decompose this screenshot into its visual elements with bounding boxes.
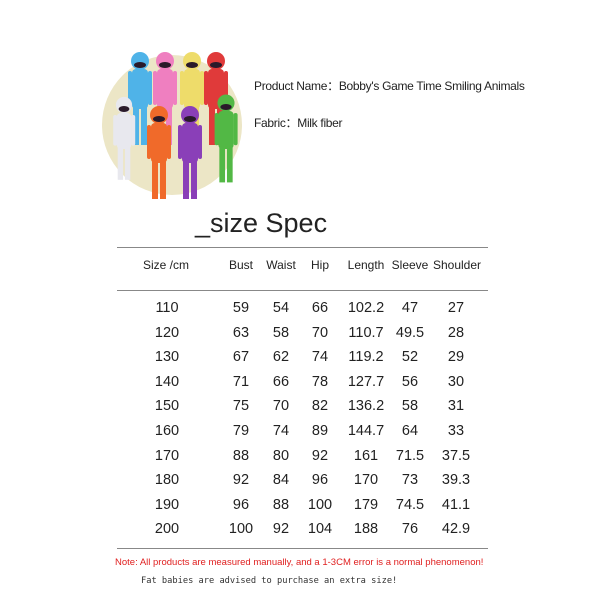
table-cell: 41.1 (441, 496, 471, 513)
table-cell: 200 (154, 521, 180, 538)
table-cell: 56 (401, 373, 419, 390)
table-cell: 54 (272, 300, 290, 316)
table-cell: 119.2 (348, 349, 384, 366)
table-cell: 82 (311, 398, 329, 415)
table-cell: 62 (272, 349, 290, 366)
costume-figure (178, 106, 202, 199)
table-cell: 70 (311, 324, 329, 341)
table-cell: 59 (232, 300, 250, 316)
table-cell: 64 (401, 423, 419, 439)
table-cell: 160 (154, 423, 180, 439)
fabric: Fabric：Milk fiber (254, 114, 343, 131)
table-cell: 150 (154, 398, 180, 415)
table-cell: 140 (154, 373, 180, 390)
column-header: Waist (266, 258, 296, 272)
table-cell: 120 (154, 324, 180, 341)
table-cell: 33 (447, 423, 465, 439)
table-cell: 39.3 (441, 472, 471, 489)
table-cell: 179 (353, 496, 379, 513)
costume-figure (128, 52, 152, 145)
column-header: Length (347, 258, 385, 272)
table-cell: 170 (154, 447, 180, 464)
table-cell: 27 (447, 300, 465, 316)
column-header: Hip (310, 258, 330, 272)
table-cell: 130 (154, 349, 180, 366)
table-cell: 73 (401, 472, 419, 489)
table-cell: 92 (232, 472, 250, 489)
table-cell: 190 (154, 496, 180, 513)
table-cell: 70 (272, 398, 290, 415)
column-header: Size /cm (142, 258, 190, 272)
table-cell: 71 (232, 373, 250, 390)
table-cell: 63 (232, 324, 250, 341)
table-cell: 74.5 (395, 496, 425, 513)
table-cell: 92 (272, 521, 290, 538)
costume-figure (147, 106, 171, 199)
table-cell: 30 (447, 373, 465, 390)
table-cell: 102.2 (347, 300, 385, 316)
measurement-note: Note: All products are measured manually… (115, 557, 484, 568)
table-cell: 89 (311, 423, 329, 439)
table-cell: 188 (353, 521, 379, 538)
table-cell: 29 (447, 349, 465, 366)
table-cell: 58 (401, 398, 419, 415)
divider-header (117, 290, 488, 291)
divider-bottom (117, 548, 488, 549)
table-cell: 88 (272, 496, 290, 513)
table-cell: 104 (307, 521, 333, 538)
table-cell: 170 (353, 472, 379, 489)
size-advice: Fat babies are advised to purchase an ex… (141, 576, 398, 586)
table-cell: 110.7 (348, 324, 384, 341)
product-name-value: Bobby's Game Time Smiling Animals (338, 79, 525, 93)
table-cell: 52 (401, 349, 419, 366)
divider-top (117, 247, 488, 248)
table-cell: 136.2 (347, 398, 385, 415)
table-cell: 37.5 (441, 447, 471, 464)
table-cell: 88 (232, 447, 250, 464)
table-cell: 76 (401, 521, 419, 538)
table-cell: 66 (272, 373, 290, 390)
table-cell: 42.9 (441, 521, 471, 538)
column-header: Sleeve (391, 258, 429, 272)
table-cell: 78 (311, 373, 329, 390)
table-cell: 92 (311, 447, 329, 464)
table-cell: 74 (272, 423, 290, 439)
table-cell: 96 (311, 472, 329, 489)
table-cell: 100 (307, 496, 333, 513)
table-cell: 80 (272, 447, 290, 464)
table-cell: 84 (272, 472, 290, 489)
costume-figure (113, 96, 136, 180)
table-cell: 144.7 (347, 423, 385, 439)
table-cell: 66 (311, 300, 329, 316)
table-cell: 127.7 (347, 373, 385, 390)
product-name: Product Name：Bobby's Game Time Smiling A… (254, 77, 525, 94)
column-header: Shoulder (432, 258, 482, 272)
table-cell: 67 (232, 349, 250, 366)
table-cell: 31 (447, 398, 465, 415)
table-cell: 79 (232, 423, 250, 439)
product-name-label: Product Name： (254, 79, 339, 93)
size-spec-title: _size Spec (195, 208, 328, 238)
table-cell: 110 (155, 300, 179, 316)
table-cell: 100 (228, 521, 254, 538)
column-header: Bust (228, 258, 254, 272)
table-cell: 96 (232, 496, 250, 513)
table-cell: 58 (272, 324, 290, 341)
table-cell: 75 (232, 398, 250, 415)
table-cell: 74 (311, 349, 329, 366)
table-cell: 180 (154, 472, 180, 489)
fabric-value: Milk fiber (297, 116, 343, 130)
table-cell: 28 (447, 324, 465, 341)
costume-figure (214, 94, 238, 183)
table-cell: 161 (353, 447, 379, 464)
table-cell: 49.5 (395, 324, 425, 341)
table-cell: 71.5 (395, 447, 425, 464)
product-image (102, 52, 242, 199)
table-cell: 47 (401, 300, 419, 316)
fabric-label: Fabric： (254, 116, 298, 130)
